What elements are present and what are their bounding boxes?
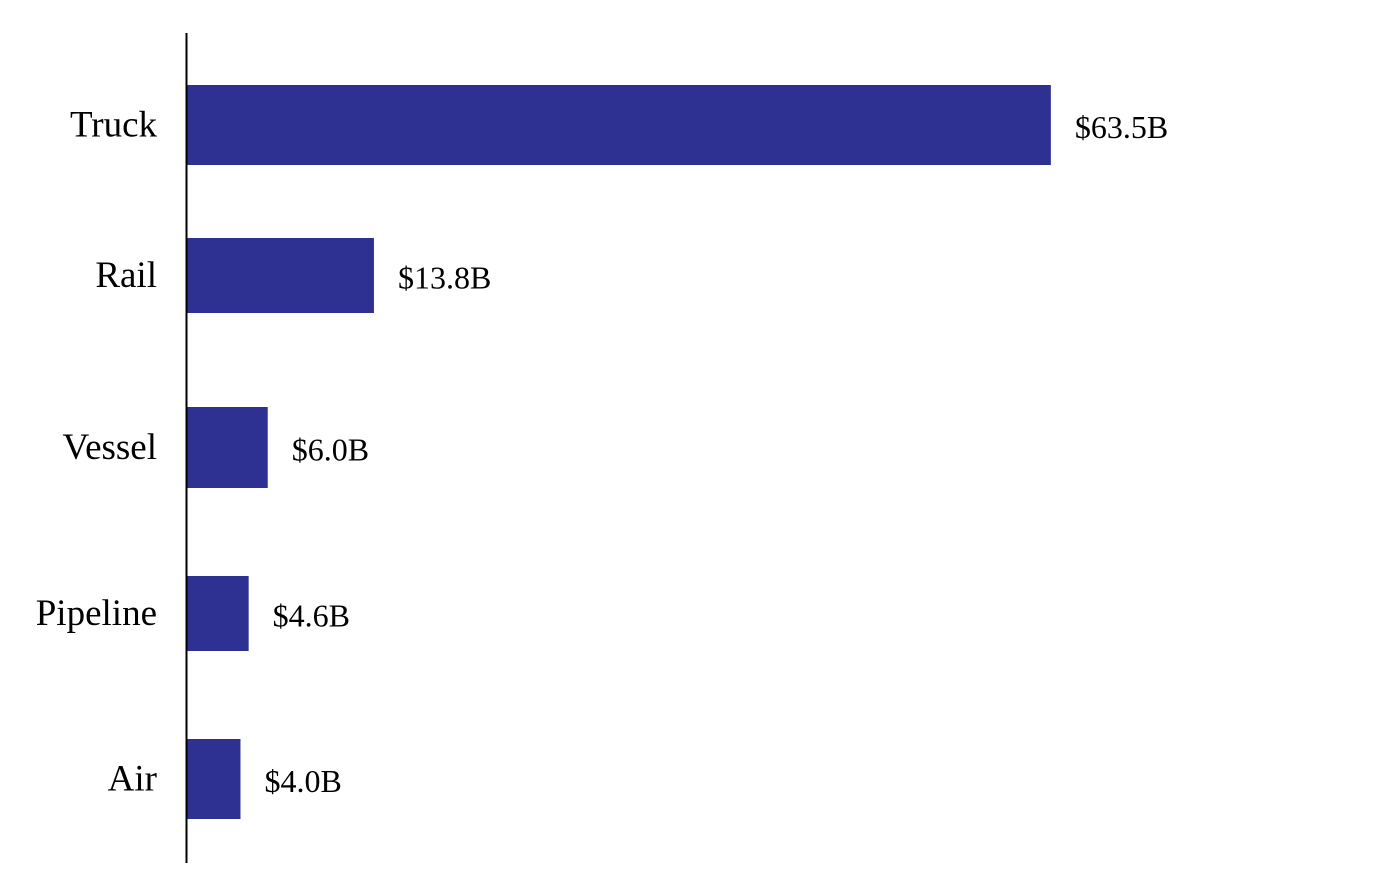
value-label-vessel: $6.0B xyxy=(292,432,369,468)
value-label-rail: $13.8B xyxy=(398,260,491,296)
bar-rail xyxy=(186,238,374,313)
category-label-pipeline: Pipeline xyxy=(36,593,157,634)
category-label-truck: Truck xyxy=(70,105,158,146)
bar-truck xyxy=(186,85,1051,165)
value-label-pipeline: $4.6B xyxy=(273,598,350,634)
bar-air xyxy=(186,739,241,819)
value-label-air: $4.0B xyxy=(264,763,341,799)
bars-layer xyxy=(186,85,1051,819)
category-label-air: Air xyxy=(108,759,157,800)
bar-vessel xyxy=(186,407,268,488)
labels-layer: Truck $63.5B Rail $13.8B Vessel $6.0B Pipeline… xyxy=(36,105,1168,800)
category-label-vessel: Vessel xyxy=(62,427,157,468)
bar-pipeline xyxy=(186,576,249,651)
category-label-rail: Rail xyxy=(95,255,157,296)
value-label-truck: $63.5B xyxy=(1075,109,1168,145)
